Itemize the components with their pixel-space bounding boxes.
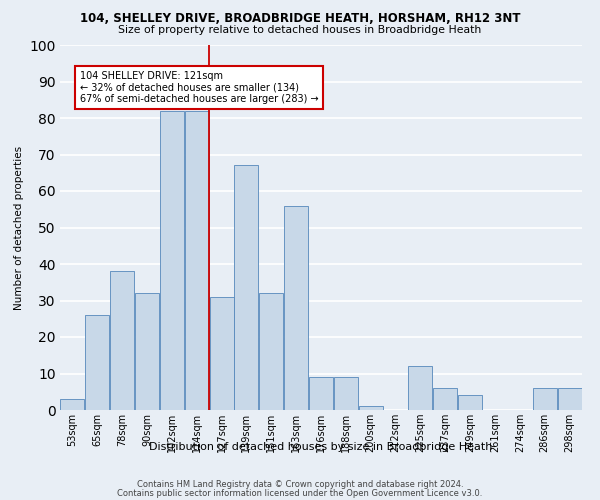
Bar — [61, 399, 85, 410]
Bar — [209, 297, 233, 410]
Bar — [284, 206, 308, 410]
Bar — [235, 166, 259, 410]
Bar — [135, 293, 159, 410]
Bar — [409, 366, 433, 410]
Bar — [433, 388, 457, 410]
Bar — [533, 388, 557, 410]
Text: 104 SHELLEY DRIVE: 121sqm
← 32% of detached houses are smaller (134)
67% of semi: 104 SHELLEY DRIVE: 121sqm ← 32% of detac… — [80, 70, 319, 104]
Bar — [334, 377, 358, 410]
Bar — [458, 396, 482, 410]
Bar — [160, 110, 184, 410]
Y-axis label: Number of detached properties: Number of detached properties — [14, 146, 24, 310]
Text: Distribution of detached houses by size in Broadbridge Heath: Distribution of detached houses by size … — [149, 442, 493, 452]
Bar — [110, 272, 134, 410]
Text: Size of property relative to detached houses in Broadbridge Heath: Size of property relative to detached ho… — [118, 25, 482, 35]
Bar — [557, 388, 581, 410]
Bar — [359, 406, 383, 410]
Text: Contains public sector information licensed under the Open Government Licence v3: Contains public sector information licen… — [118, 489, 482, 498]
Text: 104, SHELLEY DRIVE, BROADBRIDGE HEATH, HORSHAM, RH12 3NT: 104, SHELLEY DRIVE, BROADBRIDGE HEATH, H… — [80, 12, 520, 24]
Bar — [259, 293, 283, 410]
Bar — [85, 315, 109, 410]
Text: Contains HM Land Registry data © Crown copyright and database right 2024.: Contains HM Land Registry data © Crown c… — [137, 480, 463, 489]
Bar — [309, 377, 333, 410]
Bar — [185, 110, 209, 410]
